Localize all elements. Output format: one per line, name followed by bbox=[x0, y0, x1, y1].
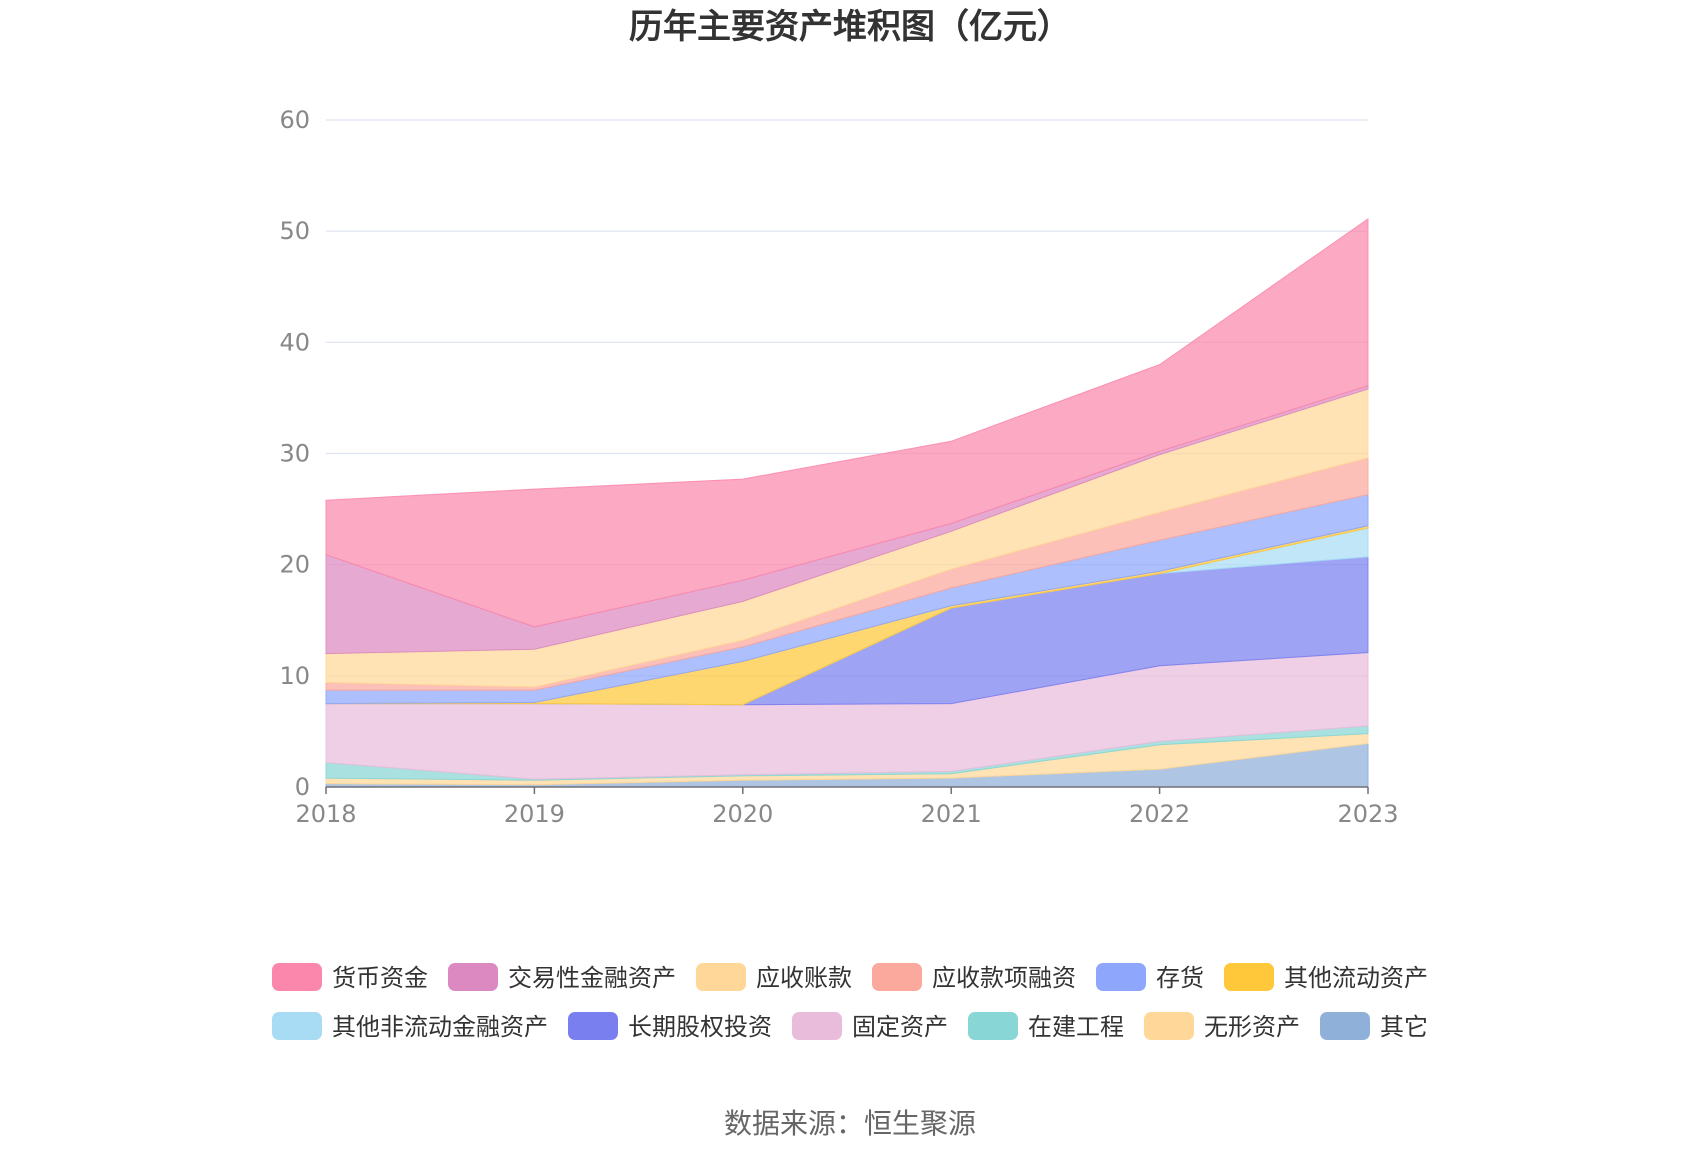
legend-item[interactable]: 无形资产 bbox=[1144, 1012, 1300, 1041]
legend-label: 在建工程 bbox=[1028, 1013, 1124, 1041]
legend-swatch bbox=[1096, 963, 1146, 991]
legend-label: 交易性金融资产 bbox=[508, 964, 676, 992]
data-source-note: 数据来源：恒生聚源 bbox=[724, 1107, 976, 1140]
x-tick-label: 2021 bbox=[921, 800, 982, 828]
axes: 0 10 20 30 40 50 60 2018 2019 2020 2021 2022 2023 bbox=[279, 106, 1398, 828]
legend-swatch bbox=[448, 963, 498, 991]
legend-swatch bbox=[1320, 1012, 1370, 1040]
legend-item[interactable]: 在建工程 bbox=[968, 1012, 1124, 1041]
y-tick-label: 10 bbox=[279, 662, 310, 690]
legend-swatch bbox=[1144, 1012, 1194, 1040]
legend-swatch bbox=[1224, 963, 1274, 991]
legend-label: 固定资产 bbox=[852, 1013, 948, 1041]
legend-swatch bbox=[696, 963, 746, 991]
legend-swatch bbox=[568, 1012, 618, 1040]
legend-item[interactable]: 其他流动资产 bbox=[1224, 963, 1428, 992]
legend-swatch bbox=[272, 1012, 322, 1040]
legend-label: 长期股权投资 bbox=[628, 1013, 772, 1041]
legend-label: 存货 bbox=[1156, 964, 1204, 992]
legend-item[interactable]: 应收款项融资 bbox=[872, 963, 1076, 992]
x-tick-label: 2018 bbox=[295, 800, 356, 828]
legend-swatch bbox=[272, 963, 322, 991]
legend-label: 应收款项融资 bbox=[932, 964, 1076, 992]
y-tick-label: 40 bbox=[279, 328, 310, 356]
y-tick-label: 60 bbox=[279, 106, 310, 134]
legend-item[interactable]: 固定资产 bbox=[792, 1012, 948, 1041]
legend-label: 货币资金 bbox=[332, 964, 428, 992]
area-series-11 bbox=[325, 217, 1369, 628]
area-series-layer bbox=[325, 217, 1369, 788]
x-tick-label: 2022 bbox=[1129, 800, 1190, 828]
legend-item[interactable]: 货币资金 bbox=[272, 963, 428, 992]
legend-label: 其它 bbox=[1380, 1013, 1428, 1041]
legend-item[interactable]: 其它 bbox=[1320, 1012, 1428, 1041]
legend-label: 其他流动资产 bbox=[1284, 964, 1428, 992]
legend-label: 应收账款 bbox=[756, 964, 852, 992]
x-tick-label: 2020 bbox=[712, 800, 773, 828]
legend-label: 其他非流动金融资产 bbox=[332, 1013, 548, 1041]
legend-item[interactable]: 交易性金融资产 bbox=[448, 963, 676, 992]
legend-item[interactable]: 长期股权投资 bbox=[568, 1012, 772, 1041]
x-tick-label: 2019 bbox=[504, 800, 565, 828]
legend-item[interactable]: 其他非流动金融资产 bbox=[272, 1012, 548, 1041]
legend-swatch bbox=[968, 1012, 1018, 1040]
chart-title: 历年主要资产堆积图（亿元） bbox=[629, 7, 1071, 47]
y-tick-label: 20 bbox=[279, 551, 310, 579]
legend-swatch bbox=[872, 963, 922, 991]
x-tick-label: 2023 bbox=[1337, 800, 1398, 828]
y-tick-label: 0 bbox=[295, 773, 310, 801]
legend-item[interactable]: 存货 bbox=[1096, 963, 1204, 992]
legend-item[interactable]: 应收账款 bbox=[696, 963, 852, 992]
y-tick-label: 50 bbox=[279, 217, 310, 245]
y-tick-label: 30 bbox=[279, 440, 310, 468]
legend-swatch bbox=[792, 1012, 842, 1040]
legend-label: 无形资产 bbox=[1204, 1013, 1300, 1041]
